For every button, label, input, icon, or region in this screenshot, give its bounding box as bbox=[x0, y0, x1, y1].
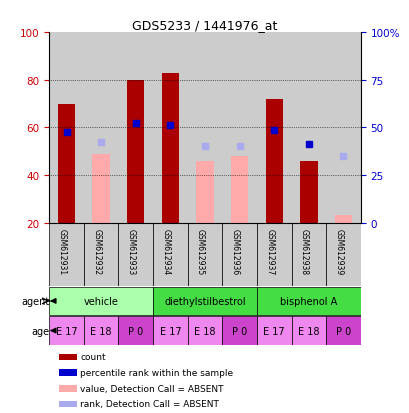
Text: E 17: E 17 bbox=[263, 326, 284, 336]
Text: P 0: P 0 bbox=[128, 326, 143, 336]
Bar bbox=[222, 223, 256, 286]
Bar bbox=[92, 154, 110, 223]
Text: P 0: P 0 bbox=[231, 326, 247, 336]
Bar bbox=[222, 316, 256, 345]
Text: value, Detection Call = ABSENT: value, Detection Call = ABSENT bbox=[80, 384, 223, 393]
Bar bbox=[291, 33, 326, 223]
Bar bbox=[118, 33, 153, 223]
Bar bbox=[161, 74, 179, 223]
Bar bbox=[153, 223, 187, 286]
Text: GSM612932: GSM612932 bbox=[92, 228, 101, 274]
Bar bbox=[49, 33, 83, 223]
Bar bbox=[127, 81, 144, 223]
Bar bbox=[291, 223, 326, 286]
Bar bbox=[256, 287, 360, 316]
Bar bbox=[256, 33, 291, 223]
Bar bbox=[153, 33, 187, 223]
Bar bbox=[187, 316, 222, 345]
Text: GSM612938: GSM612938 bbox=[299, 228, 308, 274]
Text: bisphenol A: bisphenol A bbox=[280, 296, 337, 306]
Text: percentile rank within the sample: percentile rank within the sample bbox=[80, 368, 233, 377]
Bar bbox=[187, 33, 222, 223]
Text: agent: agent bbox=[21, 296, 49, 306]
Bar bbox=[58, 354, 77, 360]
Bar bbox=[291, 316, 326, 345]
Text: E 17: E 17 bbox=[159, 326, 181, 336]
Text: GSM612936: GSM612936 bbox=[230, 228, 239, 274]
Bar bbox=[58, 104, 75, 223]
Text: rank, Detection Call = ABSENT: rank, Detection Call = ABSENT bbox=[80, 399, 219, 408]
Bar bbox=[49, 223, 83, 286]
Text: GSM612934: GSM612934 bbox=[161, 228, 170, 274]
Bar bbox=[256, 223, 291, 286]
Text: E 18: E 18 bbox=[194, 326, 215, 336]
Text: E 17: E 17 bbox=[56, 326, 77, 336]
Text: GSM612931: GSM612931 bbox=[57, 228, 66, 274]
Bar bbox=[334, 216, 351, 223]
Bar bbox=[58, 370, 77, 376]
Text: GSM612935: GSM612935 bbox=[196, 228, 204, 274]
Bar bbox=[222, 33, 256, 223]
Bar bbox=[153, 287, 256, 316]
Text: vehicle: vehicle bbox=[83, 296, 118, 306]
Bar bbox=[49, 316, 83, 345]
Bar bbox=[58, 385, 77, 392]
Bar bbox=[196, 161, 213, 223]
Text: GSM612939: GSM612939 bbox=[334, 228, 343, 274]
Bar bbox=[153, 316, 187, 345]
Text: diethylstilbestrol: diethylstilbestrol bbox=[164, 296, 245, 306]
Bar bbox=[118, 223, 153, 286]
Bar bbox=[58, 401, 77, 407]
Text: GSM612937: GSM612937 bbox=[265, 228, 274, 274]
Bar bbox=[83, 33, 118, 223]
Bar bbox=[83, 223, 118, 286]
Bar bbox=[299, 161, 317, 223]
Bar bbox=[256, 316, 291, 345]
Text: P 0: P 0 bbox=[335, 326, 350, 336]
Title: GDS5233 / 1441976_at: GDS5233 / 1441976_at bbox=[132, 19, 277, 32]
Bar bbox=[49, 287, 153, 316]
Bar bbox=[187, 223, 222, 286]
Text: E 18: E 18 bbox=[90, 326, 112, 336]
Bar bbox=[326, 33, 360, 223]
Bar bbox=[326, 316, 360, 345]
Text: E 18: E 18 bbox=[297, 326, 319, 336]
Bar bbox=[326, 223, 360, 286]
Bar bbox=[230, 157, 248, 223]
Bar bbox=[83, 316, 118, 345]
Bar bbox=[265, 100, 282, 223]
Text: GSM612933: GSM612933 bbox=[126, 228, 135, 274]
Bar bbox=[118, 316, 153, 345]
Text: age: age bbox=[31, 326, 49, 336]
Text: count: count bbox=[80, 352, 106, 361]
